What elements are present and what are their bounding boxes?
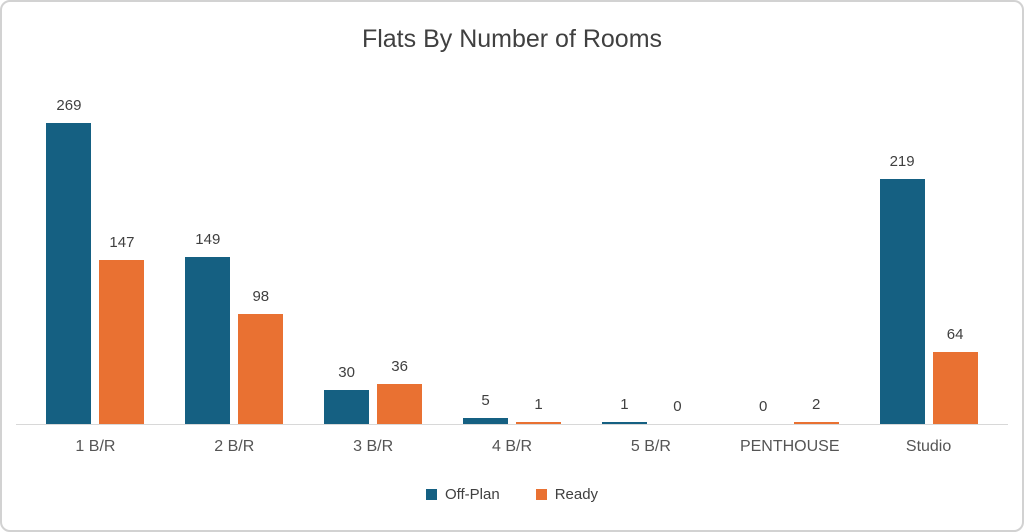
bar-ready [377,383,423,424]
bar-pair: 30 36 [304,70,443,424]
bar-wrap: 98 [238,288,284,424]
plot-area: 269 147 1 B/R 149 98 2 B/R 30 36 3 B/R 5 1 4 B/R 1 0 5… [16,70,1008,470]
category-group: 269 147 1 B/R [26,70,165,470]
bar-offplan [879,178,925,424]
legend-label: Ready [554,486,599,503]
value-label: 269 [56,97,82,114]
value-label: 1 [534,396,543,414]
bar-pair: 269 147 [26,70,165,424]
bar-wrap: 2 [793,395,839,424]
legend: Off-Plan Ready [2,486,1022,503]
bar-wrap: 269 [46,97,92,424]
bar-offplan [601,422,647,424]
bar-offplan [324,390,370,424]
bar-wrap: 0 [655,398,700,424]
bar-wrap: 36 [377,357,423,424]
category-group: 149 98 2 B/R [165,70,304,470]
bar-pair: 149 98 [165,70,304,424]
value-label: 36 [391,357,408,375]
bar-wrap: 5 [463,392,508,424]
category-label: PENTHOUSE [739,438,840,455]
legend-swatch [425,489,437,500]
bar-offplan [463,418,508,424]
category-group: 219 64 Studio [859,70,998,470]
category-label: 1 B/R [75,438,116,455]
bar-wrap: 149 [185,231,231,424]
bar-pair: 219 64 [859,70,998,424]
category-label: Studio [905,438,952,455]
bar-ready [793,421,839,424]
value-label: 149 [195,231,221,249]
legend-swatch [535,489,547,500]
category-group: 30 36 3 B/R [304,70,443,470]
bar-wrap: 1 [516,396,561,424]
value-label: 64 [946,326,964,344]
bar-wrap: 30 [324,364,370,424]
value-label: 1 [620,396,629,414]
category-label: 4 B/R [492,438,533,455]
bar-ready [238,314,284,424]
value-label: 0 [759,398,768,415]
x-axis-line [16,424,1008,425]
value-label: 147 [109,233,135,251]
legend-item-ready: Ready [535,486,599,503]
legend-label: Off-Plan [444,486,500,503]
bar-wrap: 0 [741,398,786,424]
value-label: 98 [252,288,270,306]
bar-ready [516,422,561,424]
value-label: 30 [338,364,355,382]
category-label: 5 B/R [630,438,671,455]
bar-offplan [46,123,92,424]
category-label: 2 B/R [214,438,255,455]
legend-item-off-plan: Off-Plan [425,486,500,503]
bar-ready [932,352,978,424]
bar-wrap: 64 [932,326,978,424]
bar-wrap: 1 [601,396,647,424]
bar-offplan [185,257,231,424]
category-group: 0 2 PENTHOUSE [720,70,859,470]
value-label: 2 [812,395,821,413]
bar-wrap: 219 [879,152,925,424]
value-label: 0 [673,398,682,415]
bar-wrap: 147 [99,233,145,424]
category-label: 3 B/R [353,438,394,455]
bar-columns: 269 147 1 B/R 149 98 2 B/R 30 36 3 B/R 5 1 4 B/R 1 0 5… [26,70,998,470]
value-label: 219 [889,152,915,170]
value-label: 5 [481,392,490,410]
bar-ready [99,259,145,424]
chart-title: Flats By Number of Rooms [361,25,663,53]
